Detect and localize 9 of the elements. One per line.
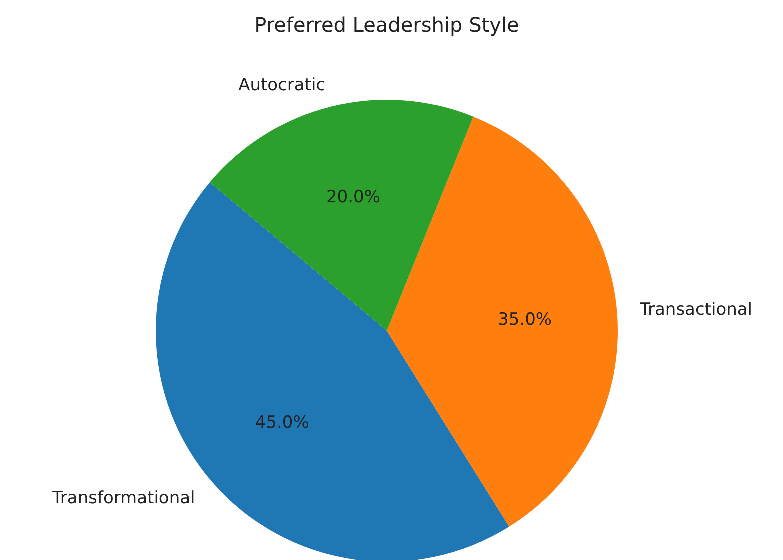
slice-label: Transactional [639,300,753,320]
data-label: 20.0% [326,187,380,208]
pie-slice [210,100,474,331]
chart-title: Preferred Leadership Style [254,13,520,37]
pie-slice [387,116,618,527]
data-label: 45.0% [255,412,310,433]
slice-label: Autocratic [238,75,326,96]
slice-label: Transformational [52,488,196,509]
data-label: 35.0% [498,310,552,330]
